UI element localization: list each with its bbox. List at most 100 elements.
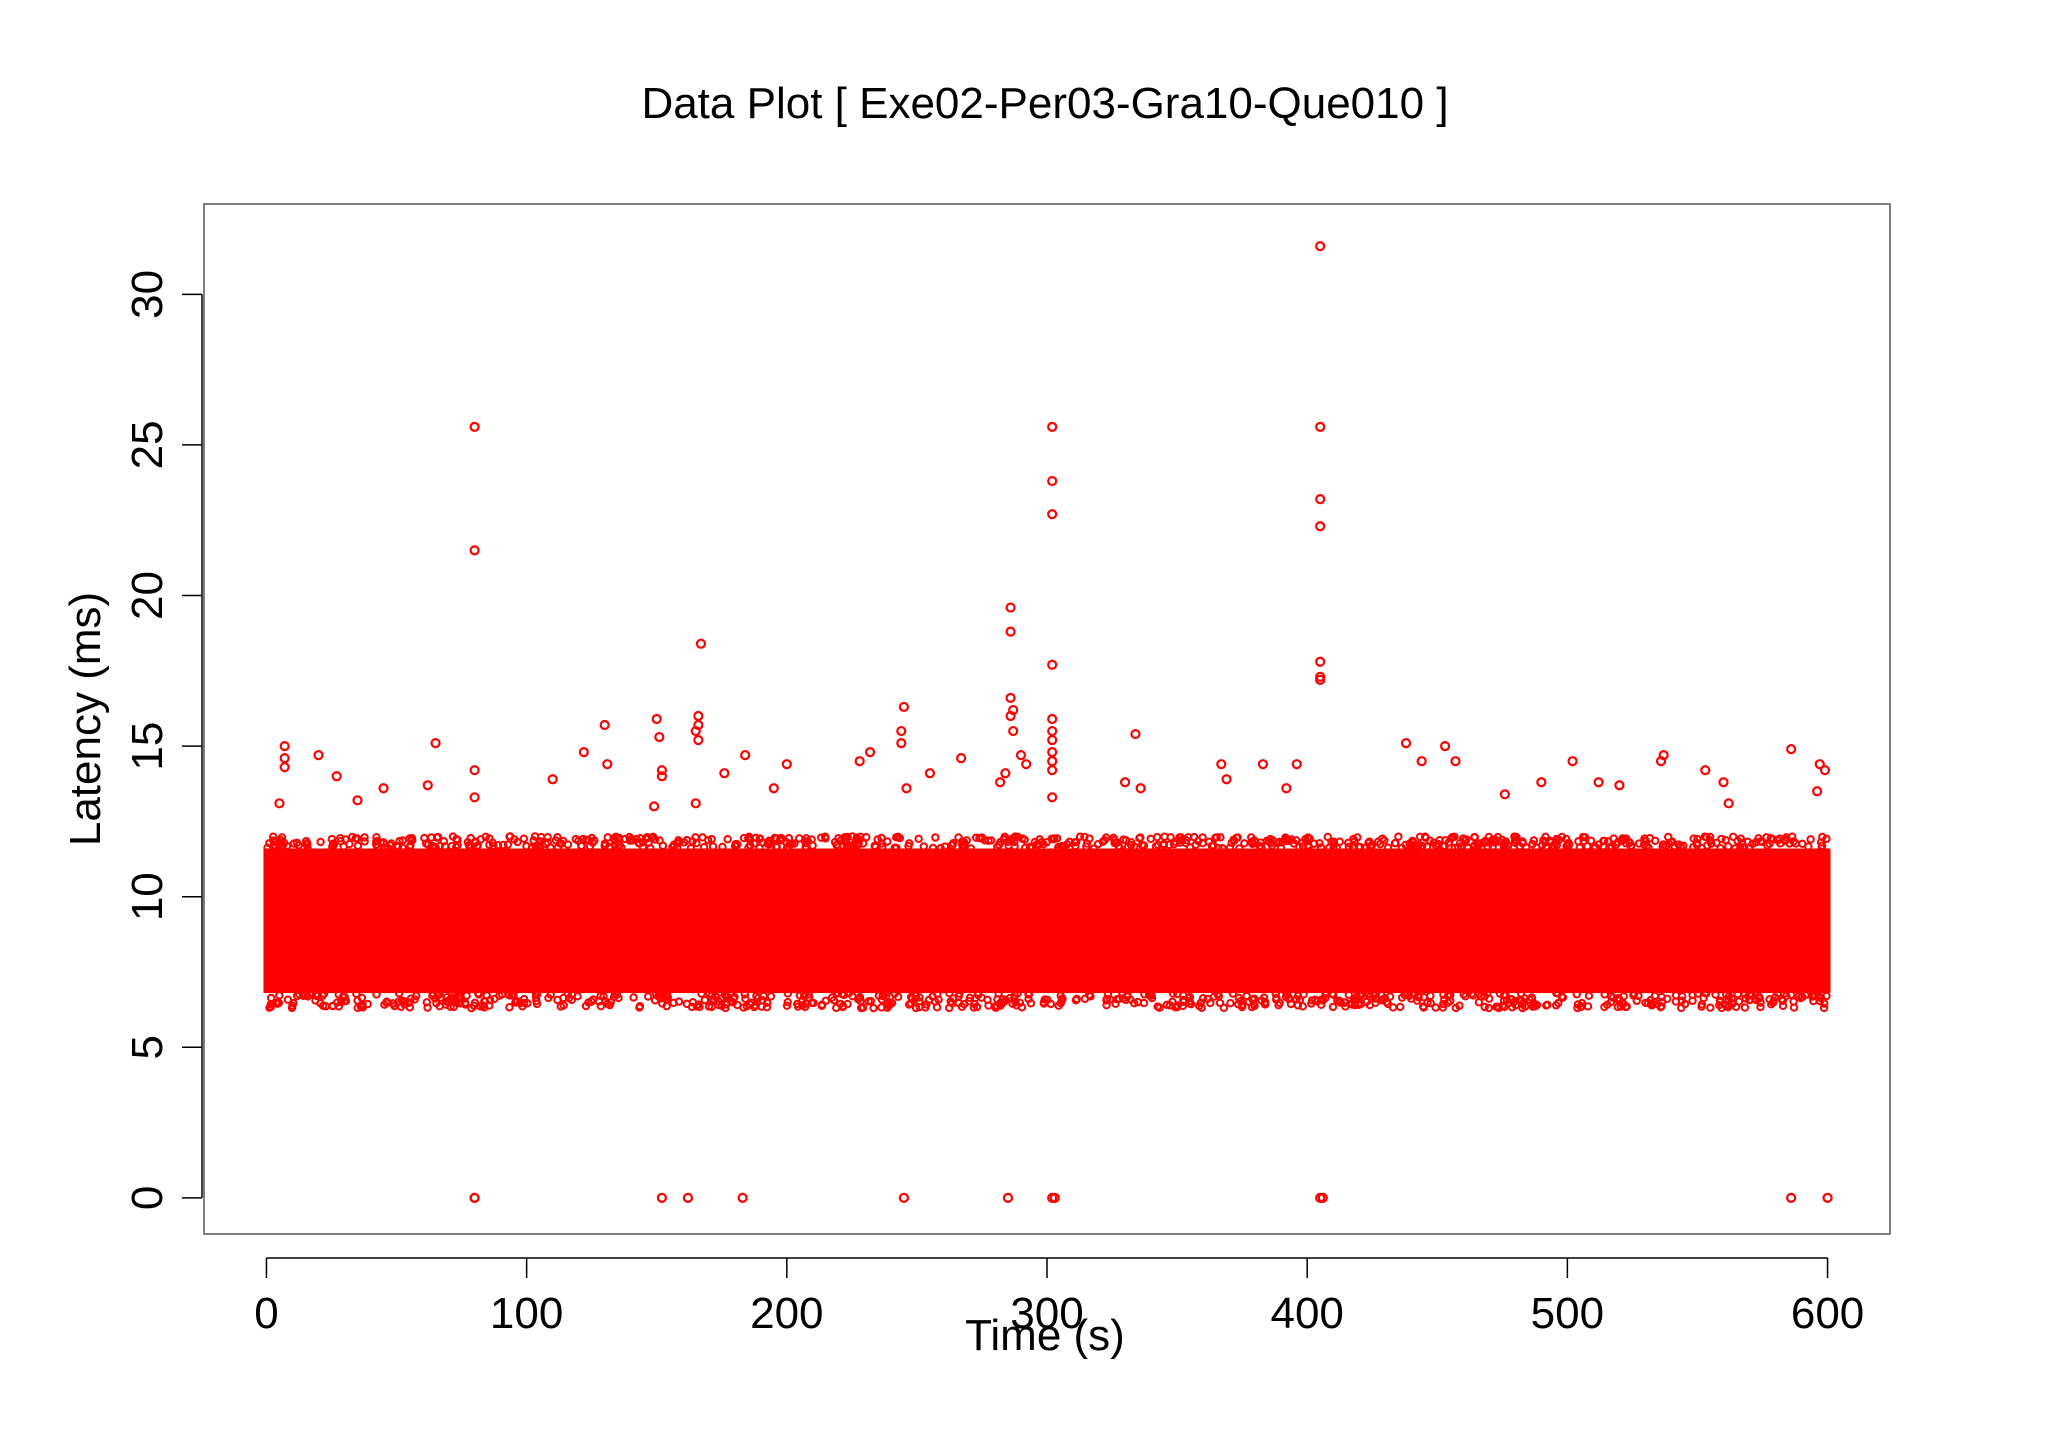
band-edge-point — [1401, 840, 1410, 850]
band-edge-point — [394, 989, 404, 998]
band-edge-point — [1403, 989, 1412, 998]
band-edge-point — [614, 993, 623, 1003]
band-edge-point — [1385, 992, 1395, 1001]
band-edge-point — [1037, 838, 1046, 847]
band-edge-point — [447, 841, 457, 851]
band-edge-point — [1591, 842, 1600, 852]
band-edge-point — [855, 994, 864, 1003]
data-point — [1221, 774, 1232, 785]
band-edge-point — [919, 842, 929, 851]
data-point — [1536, 777, 1547, 788]
band-edge-point — [422, 998, 432, 1007]
band-edge-point — [1438, 1003, 1448, 1012]
band-edge-point — [1426, 991, 1435, 1001]
band-edge-point — [1472, 839, 1482, 848]
data-point — [469, 792, 480, 803]
band-edge-point — [269, 836, 278, 845]
band-edge-point — [1583, 842, 1592, 851]
band-edge-point — [877, 1003, 886, 1012]
data-point — [1723, 798, 1734, 809]
band-edge-point — [837, 990, 847, 999]
chart-title: Data Plot [ Exe02-Per03-Gra10-Que010 ] — [641, 79, 1448, 128]
band-edge-point — [954, 998, 964, 1008]
band-edge-point — [864, 997, 873, 1006]
band-edge-point — [1647, 1001, 1657, 1010]
band-edge-point — [1418, 1002, 1428, 1011]
data-point — [898, 1192, 909, 1203]
band-edge-point — [269, 832, 278, 841]
band-edge-point — [1762, 833, 1771, 842]
band-edge-point — [1242, 991, 1251, 1001]
band-edge-point — [755, 843, 764, 853]
band-edge-point — [646, 844, 655, 853]
band-edge-point — [336, 833, 345, 843]
data-point — [1822, 1192, 1833, 1203]
band-edge-point — [1216, 833, 1225, 842]
y-tick-label: 20 — [123, 571, 172, 620]
band-edge-point — [1541, 832, 1550, 841]
band-edge-point — [319, 989, 329, 998]
band-edge-point — [1619, 992, 1628, 1001]
band-edge-point — [1778, 1001, 1788, 1011]
band-edge-point — [1219, 1003, 1229, 1013]
band-edge-point — [1071, 996, 1081, 1005]
band-edge-point — [827, 993, 837, 1002]
band-edge-point — [960, 841, 969, 850]
data-point — [1047, 475, 1058, 487]
band-edge-point — [1572, 990, 1581, 999]
data-point — [1700, 765, 1711, 776]
band-edge-point — [1721, 1001, 1731, 1010]
data-point — [854, 756, 865, 767]
data-point — [1315, 521, 1326, 532]
band-edge-point — [1754, 834, 1763, 843]
band-edge-point — [1310, 995, 1320, 1004]
data-point — [1135, 783, 1146, 794]
band-edge-point — [1292, 836, 1301, 845]
band-edge-point — [543, 833, 552, 842]
band-edge-point — [629, 993, 638, 1002]
band-edge-point — [1075, 832, 1085, 841]
band-edge-point — [1394, 832, 1403, 841]
band-edge-point — [834, 834, 843, 843]
data-point — [1049, 1192, 1060, 1203]
band-edge-point — [708, 842, 718, 851]
band-edge-point — [1484, 1003, 1494, 1013]
data-point — [378, 783, 389, 794]
band-edge-point — [662, 1001, 671, 1011]
data-point — [331, 771, 342, 782]
band-edge-point — [1316, 843, 1326, 852]
band-edge-point — [764, 836, 774, 845]
data-point — [649, 801, 660, 812]
band-edge-point — [945, 989, 954, 998]
band-edge-point — [353, 841, 363, 851]
band-edge-point — [348, 832, 357, 842]
band-edge-point — [1422, 842, 1432, 851]
band-edge-point — [1185, 843, 1195, 852]
band-edge-point — [587, 997, 596, 1006]
band-edge-point — [809, 998, 818, 1008]
band-edge-point — [532, 999, 542, 1009]
band-edge-point — [1810, 991, 1820, 1000]
band-edge-point — [1701, 989, 1711, 998]
band-edge-point — [420, 833, 429, 843]
band-edge-point — [838, 841, 848, 850]
band-edge-point — [503, 840, 513, 849]
band-edge-point — [1057, 841, 1066, 851]
band-edge-point — [1348, 843, 1357, 852]
band-edge-point — [1677, 996, 1687, 1005]
band-edge-point — [740, 990, 750, 999]
band-edge-point — [1518, 837, 1527, 846]
data-point — [1718, 777, 1729, 788]
data-point — [1047, 421, 1058, 432]
band-edge-point — [408, 836, 417, 845]
band-edge-point — [1488, 842, 1497, 852]
band-edge-point — [1024, 990, 1034, 999]
band-edge-point — [1580, 832, 1590, 842]
band-edge-point — [643, 992, 653, 1001]
band-edge-point — [1564, 840, 1574, 849]
band-edge-point — [820, 832, 830, 841]
band-edge-point — [372, 833, 381, 842]
y-axis: 0 5 10 15 20 25 30 — [123, 270, 203, 1210]
data-point — [279, 741, 290, 752]
data-point — [1002, 1192, 1014, 1203]
